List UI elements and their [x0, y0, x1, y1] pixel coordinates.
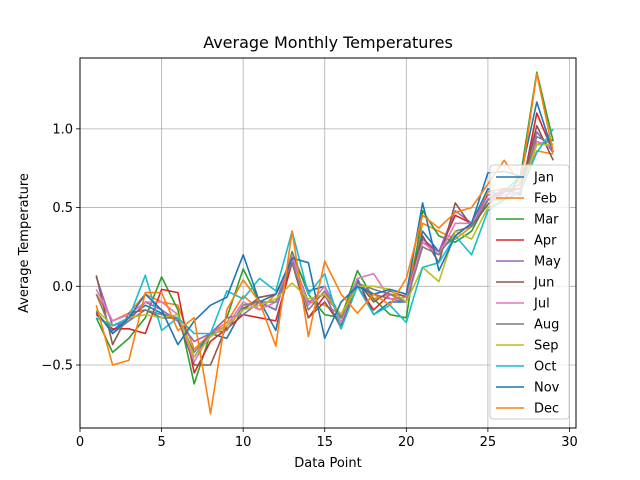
y-tick-label: 0.5	[52, 201, 73, 216]
x-tick-label: 5	[157, 435, 165, 450]
y-axis: −0.5 0.0 0.5 1.0	[41, 122, 80, 374]
legend-label: Jul	[533, 297, 550, 312]
legend-label: Apr	[534, 234, 557, 249]
x-tick-label: 10	[235, 435, 252, 450]
legend-label: May	[534, 255, 561, 270]
legend-box	[489, 164, 570, 420]
series-line-sep	[95, 143, 554, 358]
x-tick-label: 25	[480, 435, 497, 450]
series-line-nov	[95, 101, 554, 346]
legend-label: Aug	[534, 318, 559, 333]
legend-label: Sep	[534, 339, 559, 354]
x-axis-title: Data Point	[294, 456, 361, 471]
x-tick-label: 30	[561, 435, 578, 450]
series-line-jul	[95, 140, 554, 363]
chart-title: Average Monthly Temperatures	[203, 33, 453, 52]
series-line-oct	[95, 128, 554, 335]
y-tick-label: −0.5	[41, 359, 73, 374]
y-tick-label: 0.0	[52, 280, 73, 295]
x-tick-label: 20	[398, 435, 415, 450]
y-axis-title: Average Temperature	[17, 173, 32, 313]
x-tick-label: 0	[76, 435, 84, 450]
legend-label: Mar	[534, 213, 559, 228]
series-line-mar	[95, 71, 554, 385]
legend: Jan Feb Mar Apr May Jun Jul Aug Sep Oct Nov Dec	[489, 164, 570, 420]
plot-frame	[79, 57, 577, 429]
legend-label: Jan	[533, 171, 554, 186]
y-tick-label: 1.0	[52, 122, 73, 137]
legend-label: Feb	[534, 192, 557, 207]
legend-label: Dec	[534, 402, 559, 417]
x-axis: 0 5 10 15 20 25 30	[76, 428, 578, 450]
legend-label: Oct	[534, 360, 556, 375]
x-tick-label: 15	[316, 435, 333, 450]
legend-label: Jun	[533, 276, 554, 291]
series-lines	[95, 71, 554, 415]
legend-label: Nov	[534, 381, 560, 396]
series-line-dec	[95, 72, 554, 415]
